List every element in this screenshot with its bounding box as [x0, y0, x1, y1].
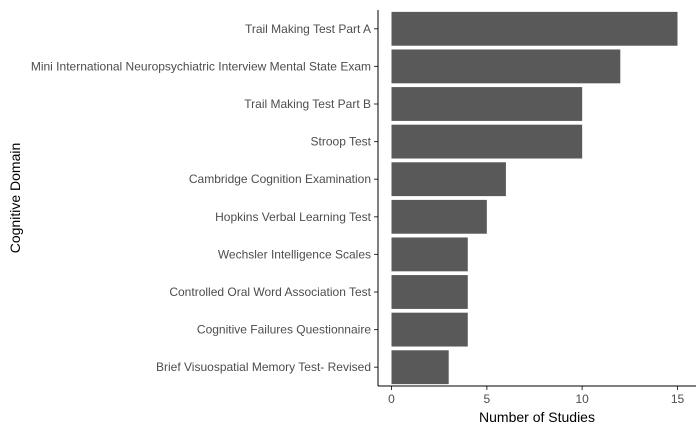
- bar: [391, 275, 468, 309]
- y-tick-label: Trail Making Test Part B: [244, 97, 371, 111]
- y-tick-label: Brief Visuospatial Memory Test- Revised: [156, 360, 371, 374]
- x-tick-label: 10: [575, 392, 589, 406]
- bar: [391, 199, 487, 234]
- y-tick-label: Stroop Test: [311, 135, 372, 149]
- x-ticks-group: 0 5 10 15: [388, 386, 684, 406]
- bar: [391, 11, 678, 46]
- y-tick-label: Hopkins Verbal Learning Test: [215, 210, 372, 224]
- x-tick-label: 15: [671, 392, 685, 406]
- y-tick-label: Cambridge Cognition Examination: [189, 172, 371, 186]
- x-tick-label: 5: [483, 392, 490, 406]
- bars-group: [391, 11, 678, 385]
- y-tick-label: Wechsler Intelligence Scales: [218, 247, 371, 261]
- bar: [391, 237, 468, 272]
- x-tick-label: 0: [388, 392, 395, 406]
- bar: [391, 312, 468, 347]
- bar: [391, 49, 621, 84]
- bar: [391, 350, 449, 385]
- y-tick-label: Mini International Neuropsychiatric Inte…: [31, 59, 371, 73]
- y-tick-labels: Trail Making Test Part A Mini Internation…: [31, 22, 378, 374]
- y-axis-title: Cognitive Domain: [7, 143, 23, 254]
- x-axis-title: Number of Studies: [479, 409, 595, 425]
- bar: [391, 87, 583, 121]
- y-tick-label: Controlled Oral Word Association Test: [169, 285, 371, 299]
- bar: [391, 162, 506, 197]
- y-tick-label: Trail Making Test Part A: [245, 22, 371, 36]
- y-tick-label: Cognitive Failures Questionnaire: [197, 323, 371, 337]
- bar: [391, 124, 583, 159]
